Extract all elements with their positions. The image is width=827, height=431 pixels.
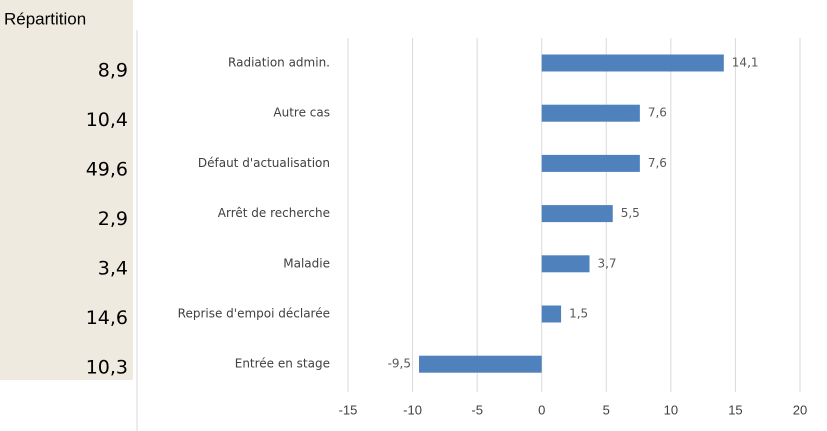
table-value: 10,4 xyxy=(86,109,128,131)
bar xyxy=(541,255,590,273)
table-value: 2,9 xyxy=(98,208,128,230)
x-tick-label: -15 xyxy=(339,402,358,417)
value-label: 1,5 xyxy=(569,307,588,321)
x-tick-label: 0 xyxy=(538,402,545,417)
value-label: 14,1 xyxy=(732,56,759,70)
table-value: 8,9 xyxy=(98,60,128,82)
category-label: Autre cas xyxy=(273,106,330,120)
bar xyxy=(541,54,724,72)
table-value: 14,6 xyxy=(86,307,128,329)
value-label: 7,6 xyxy=(648,106,667,120)
x-tick-label: 20 xyxy=(793,402,807,417)
x-tick-label: -10 xyxy=(403,402,422,417)
bar xyxy=(541,104,640,122)
table-value: 3,4 xyxy=(98,258,128,280)
bar xyxy=(541,305,562,323)
value-label: -9,5 xyxy=(388,357,411,371)
x-tick-label: 5 xyxy=(603,402,610,417)
x-tick-label: -5 xyxy=(471,402,483,417)
category-label: Maladie xyxy=(283,256,330,270)
table-value: 10,3 xyxy=(86,357,128,379)
value-label: 5,5 xyxy=(621,206,640,220)
category-label: Radiation admin. xyxy=(228,56,330,70)
table-header: Répartition xyxy=(4,9,86,28)
table-value: 49,6 xyxy=(86,159,128,181)
bar xyxy=(541,205,613,223)
bar xyxy=(541,154,640,172)
category-label: Défaut d'actualisation xyxy=(198,156,330,170)
x-tick-label: 10 xyxy=(664,402,678,417)
x-tick-label: 15 xyxy=(728,402,742,417)
bar xyxy=(419,355,542,373)
value-label: 7,6 xyxy=(648,156,667,170)
side-panel xyxy=(0,0,133,380)
category-label: Entrée en stage xyxy=(235,357,330,371)
category-label: Arrêt de recherche xyxy=(218,206,330,220)
value-label: 3,7 xyxy=(597,256,616,270)
category-label: Reprise d'empoi déclarée xyxy=(178,307,330,321)
